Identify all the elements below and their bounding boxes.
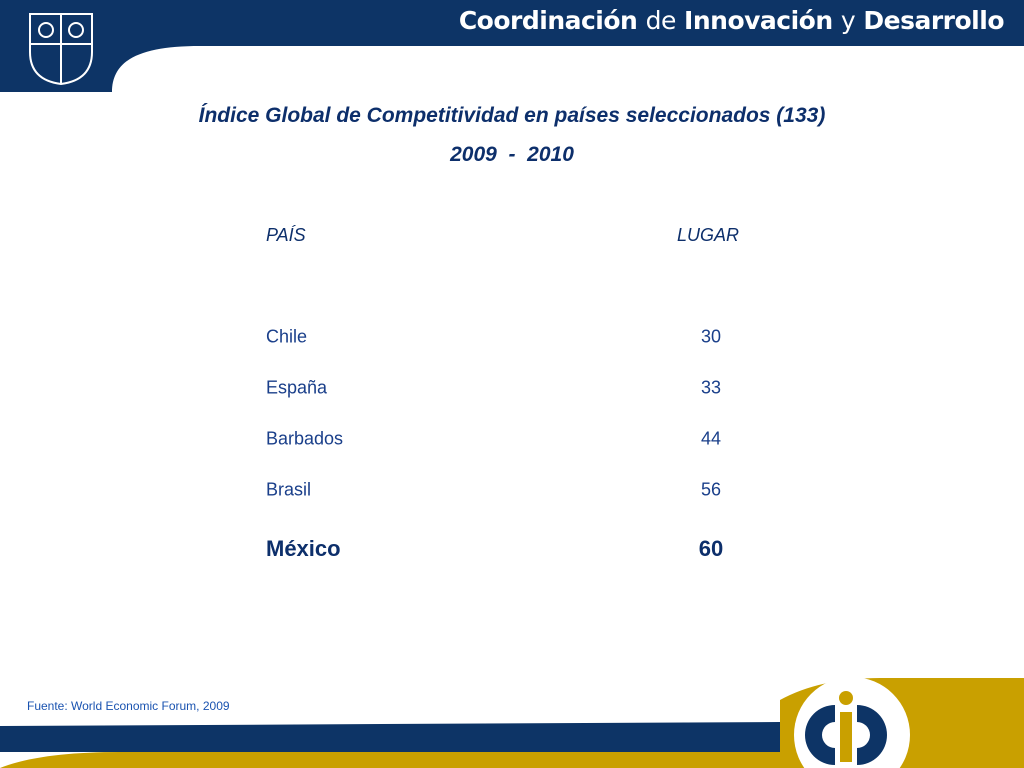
header-word: Innovación: [684, 6, 833, 35]
rank-cell: 60: [698, 536, 724, 561]
header-word: de: [645, 6, 677, 35]
rank-cell: 33: [700, 377, 722, 398]
subtitle: 2009 - 2010: [450, 143, 574, 166]
header-band: [0, 0, 1024, 46]
header-word: Desarrollo: [863, 6, 1004, 35]
header-title: Coordinación de Innovación y Desarrollo: [458, 6, 1005, 35]
unam-shield: [29, 13, 93, 86]
footer-gold: [0, 752, 780, 768]
country-cell: España: [266, 377, 328, 398]
rank-cell: 56: [700, 479, 722, 500]
column-header: PAÍS: [266, 225, 306, 245]
column-header: LUGAR: [677, 225, 740, 245]
cid-logo: [805, 691, 887, 765]
header-word: y: [840, 6, 856, 35]
title: Índice Global de Competitividad en paíse…: [198, 104, 826, 127]
source-note: Fuente: World Economic Forum, 2009: [27, 699, 230, 713]
header-block: [0, 0, 112, 92]
rank-cell: 30: [700, 326, 722, 347]
header-word: Coordinación: [458, 6, 638, 35]
country-cell: México: [266, 536, 341, 561]
footer-band: [0, 722, 780, 752]
country-cell: Barbados: [266, 428, 344, 449]
header-curve: [112, 46, 200, 92]
country-cell: Chile: [266, 326, 308, 347]
rank-cell: 44: [700, 428, 722, 449]
country-cell: Brasil: [266, 479, 312, 500]
